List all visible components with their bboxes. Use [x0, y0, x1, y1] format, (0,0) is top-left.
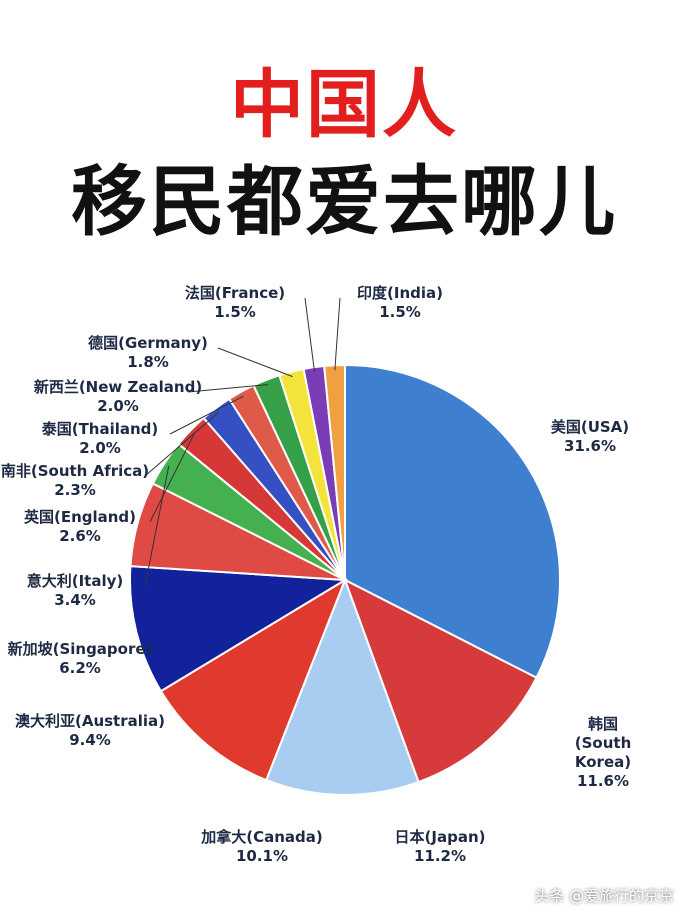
category-label: 美国(USA): [550, 418, 630, 436]
category-label: 意大利(Italy): [26, 572, 124, 590]
slice-label: 意大利(Italy) 3.4%: [27, 572, 124, 610]
slice-label: 澳大利亚(Australia) 9.4%: [15, 712, 165, 750]
slice-label: 南非(South Africa) 2.3%: [1, 462, 149, 500]
category-label: 英国(England): [23, 508, 137, 526]
value-label: 2.0%: [79, 439, 121, 457]
slice-label: 日本(Japan) 11.2%: [395, 828, 486, 866]
value-label: 2.3%: [54, 481, 96, 499]
category-label: 新加坡(Singapore): [7, 640, 153, 658]
category-label: 南非(South Africa): [0, 462, 150, 480]
category-label: 日本(Japan): [394, 828, 486, 846]
leader-line: [217, 347, 293, 378]
leader-line: [144, 411, 220, 477]
slice-label: 泰国(Thailand) 2.0%: [42, 420, 159, 458]
category-label: 德国(Germany): [88, 334, 208, 352]
value-label: 31.6%: [563, 437, 617, 455]
pie-slice: [344, 363, 561, 680]
category-label: 泰国(Thailand): [41, 420, 159, 438]
leader-line: [169, 395, 244, 435]
slice-label: 英国(England) 2.6%: [24, 508, 136, 546]
slice-label: 德国(Germany) 1.8%: [88, 334, 208, 372]
value-label: 1.8%: [127, 353, 169, 371]
title: 中国人: [230, 62, 458, 148]
slice-label: 新西兰(New Zealand) 2.0%: [34, 378, 202, 416]
pie-slice: [323, 363, 346, 581]
pie-slice: [343, 577, 538, 784]
value-label: 1.5%: [214, 303, 256, 321]
pie-slice: [129, 565, 349, 693]
subtitle: 移民都爱去哪儿: [71, 157, 617, 246]
leader-line: [304, 297, 316, 373]
leader-line: [144, 465, 170, 587]
category-label: 法国(France): [184, 284, 286, 302]
value-label: 9.4%: [69, 731, 111, 749]
category-label: 新西兰(New Zealand): [33, 378, 203, 396]
category-label: 韩国(South Korea): [574, 715, 632, 771]
category-label: 澳大利亚(Australia): [14, 712, 166, 730]
value-label: 2.0%: [97, 397, 139, 415]
value-label: 6.2%: [59, 659, 101, 677]
leader-line: [149, 433, 195, 523]
leader-line: [187, 384, 269, 393]
pie-slice: [159, 577, 348, 782]
leader-line: [334, 297, 341, 371]
value-label: 3.4%: [54, 591, 96, 609]
value-label: 10.1%: [235, 847, 289, 865]
slice-label: 美国(USA) 31.6%: [551, 418, 629, 456]
value-label: 2.6%: [59, 527, 101, 545]
value-label: 11.2%: [413, 847, 467, 865]
slice-label: 加拿大(Canada) 10.1%: [201, 828, 323, 866]
slice-label: 新加坡(Singapore) 6.2%: [8, 640, 153, 678]
pie-slice: [264, 577, 420, 796]
slice-label: 印度(India) 1.5%: [357, 284, 443, 322]
value-label: 1.5%: [379, 303, 421, 321]
category-label: 加拿大(Canada): [201, 828, 323, 846]
slice-label: 法国(France) 1.5%: [185, 284, 285, 322]
value-label: 11.6%: [576, 772, 630, 790]
watermark: 头条 @爱旅行的京京: [534, 887, 674, 905]
slice-label: 韩国(South Korea) 11.6%: [561, 715, 646, 791]
category-label: 印度(India): [357, 284, 443, 302]
